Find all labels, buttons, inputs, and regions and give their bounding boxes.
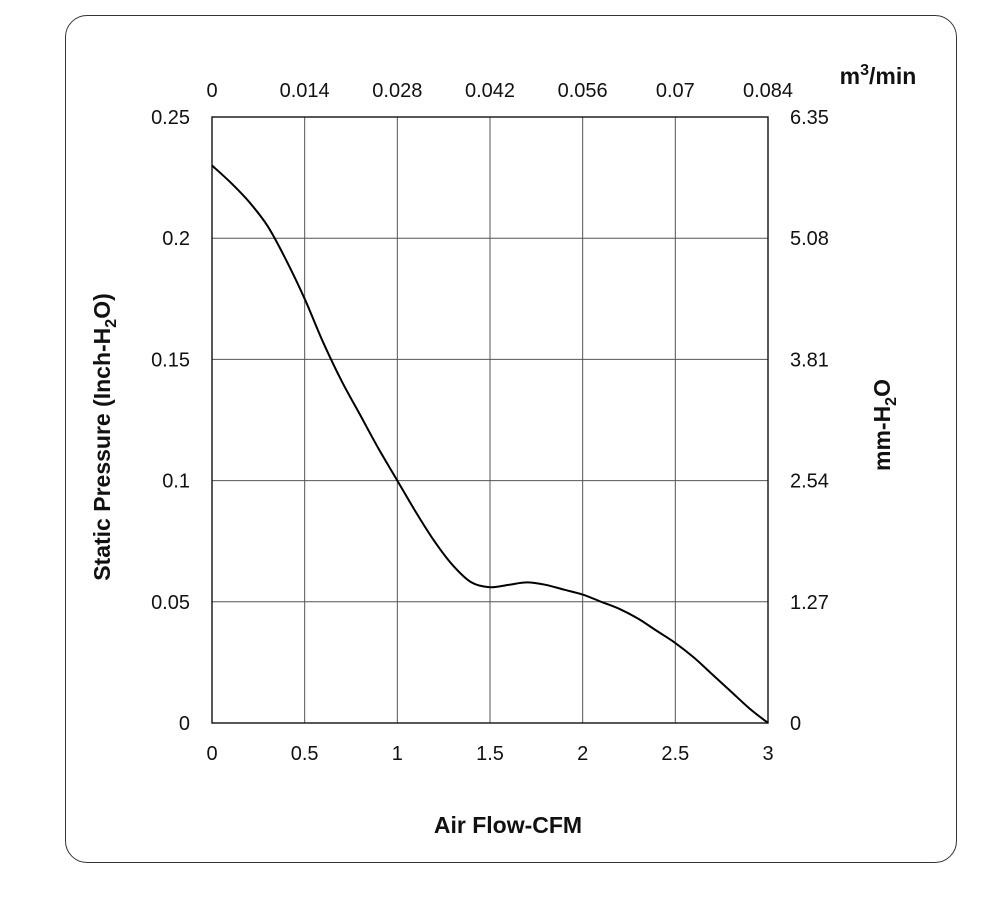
- y-axis-title: Static Pressure (Inch-H2O): [89, 293, 120, 581]
- y-tick-label: 0.2: [162, 228, 190, 250]
- x-tick-label: 1.5: [476, 743, 504, 765]
- tick-labels: 000.50.01410.0281.50.04220.0562.50.0730.…: [151, 80, 829, 765]
- top-tick-label: 0.084: [743, 80, 793, 102]
- right-tick-label: 0: [790, 713, 801, 735]
- top-tick-label: 0.056: [558, 80, 608, 102]
- top-tick-label: 0.042: [465, 80, 515, 102]
- chart-frame: [65, 15, 957, 863]
- x-tick-label: 0: [206, 743, 217, 765]
- y-tick-label: 0.15: [151, 349, 190, 371]
- top-tick-label: 0.028: [372, 80, 422, 102]
- right-tick-label: 1.27: [790, 592, 829, 614]
- x-tick-label: 2.5: [661, 743, 689, 765]
- right-tick-label: 5.08: [790, 228, 829, 250]
- right-tick-label: 3.81: [790, 349, 829, 371]
- y-tick-label: 0.1: [162, 471, 190, 493]
- x-tick-label: 1: [392, 743, 403, 765]
- x-tick-label: 3: [762, 743, 773, 765]
- plot-border: [211, 116, 769, 724]
- y-tick-label: 0: [179, 713, 190, 735]
- top-tick-label: 0: [206, 80, 217, 102]
- x-axis-title: Air Flow-CFM: [434, 812, 582, 838]
- right-tick-label: 2.54: [790, 471, 829, 493]
- top-axis-title: m3/min: [840, 62, 917, 89]
- right-axis-title: mm-H2O: [869, 379, 900, 471]
- top-tick-label: 0.07: [656, 80, 695, 102]
- grid: [212, 117, 768, 723]
- x-tick-label: 0.5: [291, 743, 319, 765]
- pressure-curve: [211, 164, 769, 724]
- right-tick-label: 6.35: [790, 107, 829, 129]
- y-tick-label: 0.25: [151, 107, 190, 129]
- y-tick-label: 0.05: [151, 592, 190, 614]
- x-tick-label: 2: [577, 743, 588, 765]
- top-tick-label: 0.014: [280, 80, 330, 102]
